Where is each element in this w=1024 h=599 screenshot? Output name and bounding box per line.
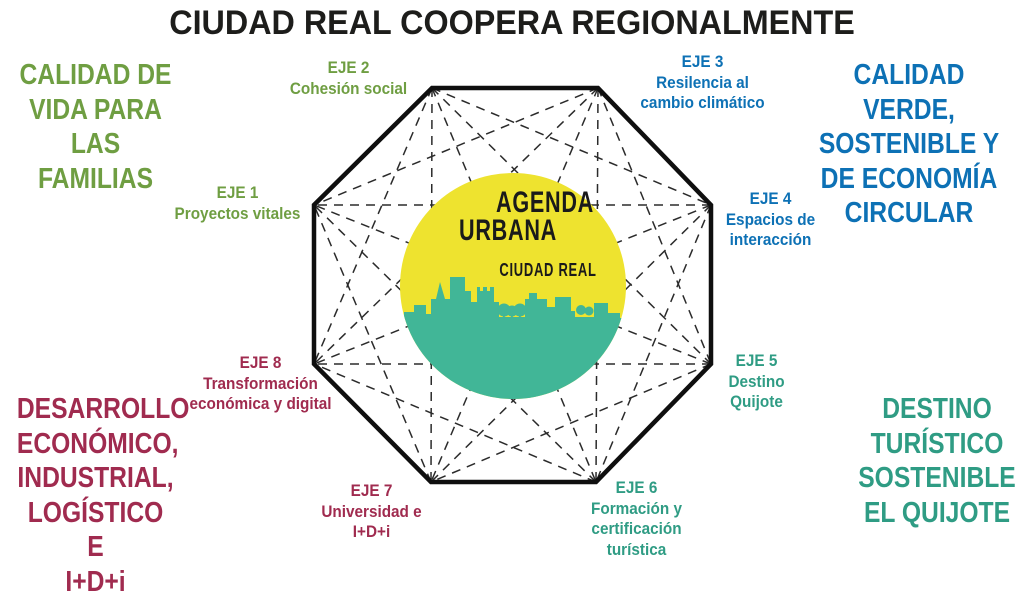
axis-title: Destino Quijote [728,371,785,412]
axis-label-eje-3: EJE 3 Resilencia al cambio climático [628,52,777,114]
octagon-network-diagram [311,85,714,485]
logo-word-agenda: AGENDA [496,186,594,219]
axis-title: Proyectos vitales [174,203,301,223]
statement-calidad-verde: CALIDAD VERDE, SOSTENIBLE Y DE ECONOMÍA … [818,59,1000,229]
axis-id: EJE 5 [735,351,778,370]
city-skyline [400,277,626,399]
axis-label-eje-5: EJE 5 Destino Quijote [682,351,831,413]
axis-id: EJE 2 [327,58,370,77]
axis-title: Cohesión social [289,78,408,98]
agenda-urbana-logo [400,173,626,399]
axis-label-eje-4: EJE 4 Espacios de interacción [696,189,845,251]
axis-title: Resilencia al cambio climático [640,72,765,113]
logo-word-ciudad-real: CIUDAD REAL [499,260,597,280]
axis-title: Espacios de interacción [725,209,816,250]
axis-label-eje-6: EJE 6 Formación y certificación turístic… [562,478,711,560]
page-title: CIUDAD REAL COOPERA REGIONALMENTE [169,4,855,42]
axis-id: EJE 8 [239,353,282,372]
statement-destino-turistico: DESTINO TURÍSTICO SOSTENIBLE EL QUIJOTE [858,393,1016,529]
axis-label-eje-8: EJE 8 Transformación económica y digital [186,353,335,415]
axis-id: EJE 4 [749,189,792,208]
axis-title: Universidad e I+D+i [321,501,422,542]
axis-label-eje-2: EJE 2 Cohesión social [274,58,423,99]
axis-id: EJE 7 [350,481,393,500]
axis-label-eje-1: EJE 1 Proyectos vitales [163,183,312,224]
octagon-outline [311,85,714,485]
statement-calidad-de-vida: CALIDAD DE VIDA PARA LAS FAMILIAS [19,59,172,195]
axis-id: EJE 1 [216,183,259,202]
axis-title: Transformación económica y digital [189,373,332,414]
axis-label-eje-7: EJE 7 Universidad e I+D+i [297,481,446,543]
axis-id: EJE 3 [681,52,724,71]
axis-title: Formación y certificación turística [591,498,682,559]
logo-word-urbana: URBANA [459,214,557,247]
statement-desarrollo-economico: DESARROLLO ECONÓMICO, INDUSTRIAL, LOGÍST… [16,393,190,598]
axis-id: EJE 6 [615,478,658,497]
